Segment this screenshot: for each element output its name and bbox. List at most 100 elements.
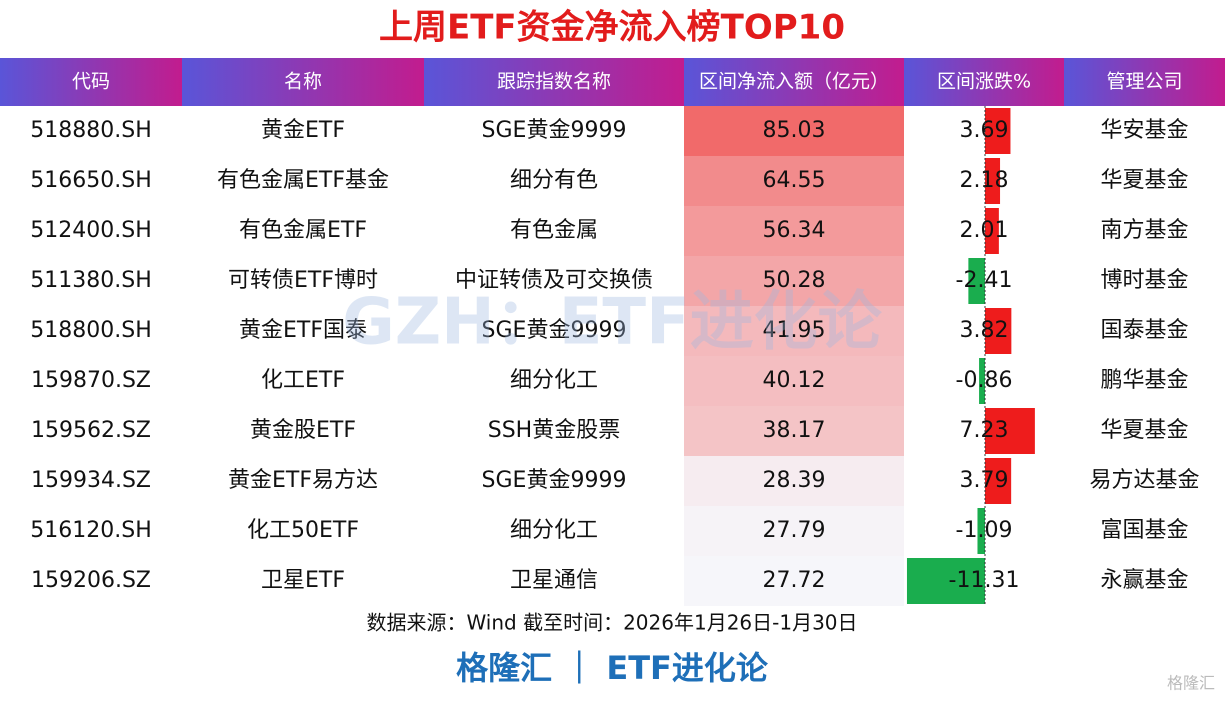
cell-text: 易方达基金 xyxy=(1089,468,1199,493)
cell-text: 2.18 xyxy=(960,168,1009,193)
cell-text: 华夏基金 xyxy=(1100,418,1188,443)
cell-text: 华安基金 xyxy=(1100,118,1188,143)
cell-text: 518880.SH xyxy=(30,118,151,143)
cell-text: 富国基金 xyxy=(1100,518,1188,543)
cell-text: 511380.SH xyxy=(30,268,151,293)
cell-text: 56.34 xyxy=(763,218,826,243)
inflow-heat xyxy=(684,506,904,556)
inflow-heat xyxy=(684,556,904,606)
change-bar xyxy=(985,458,1012,504)
cell-text: 159562.SZ xyxy=(31,418,151,443)
cell-text: 有色金属 xyxy=(510,218,598,243)
source: 数据来源：Wind 截至时间：2026年1月26日-1月30日 xyxy=(366,611,857,635)
cell-text: 黄金ETF易方达 xyxy=(228,468,378,493)
change-bar xyxy=(985,108,1011,154)
cell-text: 鹏华基金 xyxy=(1100,368,1188,393)
header-cell xyxy=(684,58,904,106)
cell-text: SSH黄金股票 xyxy=(488,418,620,443)
header-label: 区间涨跌% xyxy=(937,71,1031,93)
inflow-heat xyxy=(684,106,904,156)
inflow-heat xyxy=(684,256,904,306)
cell-text: -1.09 xyxy=(956,518,1013,543)
cell-text: 85.03 xyxy=(763,118,826,143)
cell-text: 有色金属ETF基金 xyxy=(217,168,389,193)
cell-text: 64.55 xyxy=(763,168,826,193)
change-bar xyxy=(906,558,985,604)
inflow-heat xyxy=(684,456,904,506)
header-label: 跟踪指数名称 xyxy=(497,71,611,93)
cell-text: 博时基金 xyxy=(1100,268,1188,293)
change-bar xyxy=(979,358,985,404)
cell-text: 细分化工 xyxy=(510,518,598,543)
header-cell xyxy=(1064,58,1225,106)
cell-text: SGE黄金9999 xyxy=(482,118,627,143)
header-label: 代码 xyxy=(72,71,110,93)
table: 代码 名称 跟踪指数名称 区间净流入额（亿元） 区间涨跌% 管理公司 518880.SH 黄金… xyxy=(0,58,1225,606)
cell-text: 27.72 xyxy=(763,568,826,593)
cell-text: 40.12 xyxy=(763,368,826,393)
change-bar xyxy=(977,508,985,554)
cell-text: 黄金ETF国泰 xyxy=(239,318,367,343)
cell-text: 7.23 xyxy=(960,418,1009,443)
inflow-heat xyxy=(684,356,904,406)
cell-text: 516650.SH xyxy=(30,168,151,193)
cell-text: 159870.SZ xyxy=(31,368,151,393)
cell-text: 华夏基金 xyxy=(1100,168,1188,193)
header-label: 管理公司 xyxy=(1106,71,1182,93)
cell-text: 3.79 xyxy=(960,468,1009,493)
brand: 格隆汇 ｜ ETF进化论 xyxy=(456,649,769,687)
header-cell xyxy=(182,58,424,106)
cell-text: 41.95 xyxy=(763,318,826,343)
cell-text: 南方基金 xyxy=(1100,218,1188,243)
header-cell xyxy=(904,58,1064,106)
header-label: 区间净流入额（亿元） xyxy=(699,71,889,93)
cell-text: 50.28 xyxy=(763,268,826,293)
cell-text: 卫星ETF xyxy=(261,568,345,593)
cell-text: 黄金ETF xyxy=(261,118,345,143)
inflow-heat xyxy=(684,306,904,356)
cell-text: 3.69 xyxy=(960,118,1009,143)
inflow-heat xyxy=(684,156,904,206)
cell-text: 化工ETF xyxy=(261,368,345,393)
cell-text: 化工50ETF xyxy=(247,518,359,543)
cell-text: 27.79 xyxy=(763,518,826,543)
cell-text: 159206.SZ xyxy=(31,568,151,593)
cell-text: 3.82 xyxy=(960,318,1009,343)
inflow-heat xyxy=(684,206,904,256)
cell-text: 国泰基金 xyxy=(1100,318,1188,343)
cell-text: -0.86 xyxy=(956,368,1013,393)
logo: 格隆汇 xyxy=(1167,674,1215,693)
header-cell xyxy=(424,58,684,106)
cell-text: 516120.SH xyxy=(30,518,151,543)
header-label: 名称 xyxy=(284,71,322,93)
change-bar xyxy=(985,308,1012,354)
cell-text: 2.01 xyxy=(960,218,1009,243)
cell-text: SGE黄金9999 xyxy=(482,468,627,493)
watermark: GZH：ETF进化论 xyxy=(342,286,883,360)
cell-text: 有色金属ETF xyxy=(239,218,367,243)
cell-text: 38.17 xyxy=(763,418,826,443)
cell-text: 细分有色 xyxy=(510,168,598,193)
change-bar xyxy=(985,408,1035,454)
cell-text: -11.31 xyxy=(949,568,1020,593)
change-bar xyxy=(985,208,999,254)
cell-text: 159934.SZ xyxy=(31,468,151,493)
cell-text: 可转债ETF博时 xyxy=(228,268,378,293)
header-cell xyxy=(0,58,182,106)
cell-text: 黄金股ETF xyxy=(250,418,356,443)
title: 上周ETF资金净流入榜TOP10 xyxy=(379,8,845,48)
cell-text: 卫星通信 xyxy=(510,568,598,593)
cell-text: 中证转债及可交换债 xyxy=(455,268,653,293)
change-bar xyxy=(968,258,985,304)
change-bar xyxy=(985,158,1001,204)
cell-text: 细分化工 xyxy=(510,368,598,393)
cell-text: -2.41 xyxy=(956,268,1013,293)
cell-text: SGE黄金9999 xyxy=(482,318,627,343)
cell-text: 28.39 xyxy=(763,468,826,493)
cell-text: 永赢基金 xyxy=(1100,568,1188,593)
inflow-heat xyxy=(684,406,904,456)
cell-text: 512400.SH xyxy=(30,218,151,243)
cell-text: 518800.SH xyxy=(30,318,151,343)
